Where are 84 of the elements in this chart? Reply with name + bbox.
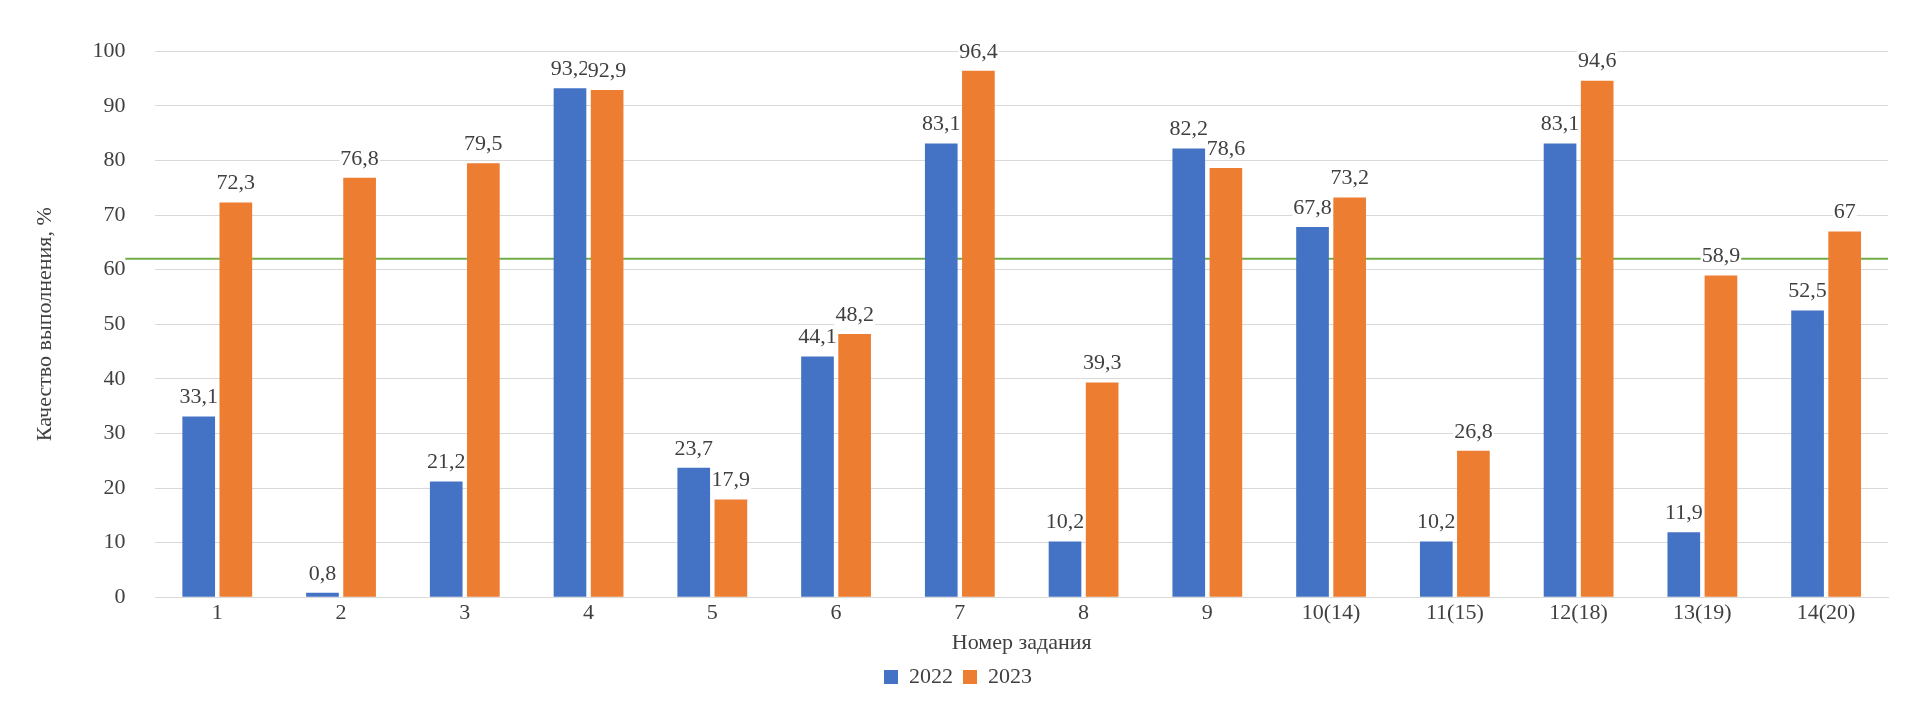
bar [306, 592, 339, 597]
y-tick-label: 90 [103, 91, 126, 117]
bar [1828, 231, 1862, 597]
bar [1296, 227, 1329, 597]
bar [1791, 310, 1824, 597]
x-tick-label: 8 [1078, 599, 1090, 625]
x-tick-label: 4 [583, 599, 595, 625]
bar [1419, 541, 1453, 597]
data-label: 21,2 [426, 448, 466, 474]
bar [1543, 143, 1577, 597]
data-label: 76,8 [340, 144, 379, 170]
data-label: 48,2 [835, 300, 874, 326]
y-tick-label: 70 [103, 200, 126, 226]
x-tick-label: 6 [830, 599, 842, 625]
x-tick-label: 14(20) [1796, 599, 1856, 625]
bar [1580, 80, 1614, 597]
x-axis-title: Номер задания [951, 628, 1092, 654]
bar [219, 202, 253, 597]
data-label: 10,2 [1417, 508, 1456, 534]
data-label: 94,6 [1577, 47, 1617, 73]
bar [1457, 450, 1490, 597]
y-tick-label: 50 [103, 309, 126, 335]
data-label: 78,6 [1206, 134, 1246, 160]
bar [1085, 382, 1119, 597]
bar [962, 70, 995, 597]
bar [590, 89, 624, 597]
x-tick-label: 5 [706, 599, 718, 625]
data-label: 79,5 [464, 129, 503, 155]
bar [467, 163, 500, 597]
data-label: 83,1 [1540, 110, 1580, 136]
bar [1048, 541, 1082, 597]
data-label: 72,3 [216, 169, 256, 195]
data-label: 11,9 [1664, 499, 1703, 525]
x-tick-label: 1 [211, 599, 223, 625]
y-tick-label: 10 [103, 528, 126, 554]
bar [429, 481, 463, 597]
y-tick-label: 0 [114, 582, 126, 608]
x-tick-label: 2 [335, 599, 347, 625]
data-label: 0,8 [308, 559, 337, 585]
bar [714, 499, 748, 597]
data-label: 96,4 [959, 37, 998, 63]
bar [1172, 148, 1206, 597]
legend-label: 2023 [988, 662, 1032, 688]
bar [924, 143, 958, 597]
data-label: 33,1 [179, 383, 218, 409]
y-tick-label: 30 [103, 419, 126, 445]
bar [1333, 197, 1366, 597]
x-tick-label: 9 [1201, 599, 1213, 625]
y-tick-label: 60 [103, 255, 126, 281]
x-tick-label: 10(14) [1301, 599, 1361, 625]
x-tick-label: 7 [954, 599, 966, 625]
bar [553, 88, 587, 597]
y-axis-title: Качество выполнения, % [30, 207, 56, 442]
bar [182, 416, 216, 597]
x-tick-label: 11(15) [1425, 599, 1484, 625]
data-label: 83,1 [922, 110, 961, 136]
x-tick-label: 12(18) [1549, 599, 1608, 625]
data-label: 26,8 [1454, 417, 1493, 443]
data-label: 23,7 [674, 434, 713, 460]
data-label: 39,3 [1082, 349, 1122, 375]
bar [801, 356, 834, 597]
data-label: 82,2 [1169, 115, 1209, 141]
bar [1209, 168, 1243, 597]
y-tick-label: 40 [103, 364, 126, 390]
data-label: 17,9 [711, 466, 751, 492]
data-label: 73,2 [1330, 164, 1369, 190]
data-label: 67,8 [1293, 193, 1332, 219]
bar [677, 467, 711, 597]
bar [343, 177, 376, 597]
y-tick-label: 80 [103, 146, 126, 172]
legend-label: 2022 [909, 662, 953, 688]
bar [1704, 275, 1738, 597]
y-tick-label: 20 [103, 473, 126, 499]
data-label: 67 [1833, 198, 1856, 224]
bar [1667, 532, 1701, 597]
data-label: 52,5 [1788, 277, 1827, 303]
data-label: 92,9 [587, 56, 627, 82]
data-label: 44,1 [798, 323, 837, 349]
data-label: 58,9 [1701, 242, 1741, 268]
data-label: 10,2 [1045, 508, 1085, 534]
x-tick-label: 13(19) [1673, 599, 1732, 625]
x-tick-label: 3 [459, 599, 471, 625]
bar [838, 334, 871, 597]
y-tick-label: 100 [92, 36, 126, 62]
